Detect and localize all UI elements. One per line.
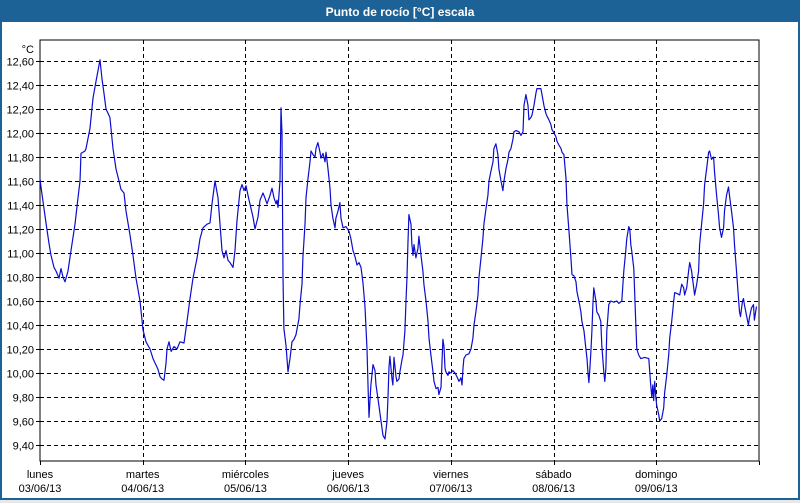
y-tick-label: 11,00 <box>7 249 34 261</box>
y-tick-label: 9,40 <box>13 441 34 453</box>
day-name-label: martes <box>126 469 160 481</box>
day-name-label: miércoles <box>222 469 270 481</box>
y-tick-label: 10,80 <box>6 273 34 285</box>
y-tick-label: 10,20 <box>6 345 34 357</box>
y-tick-label: 12,00 <box>6 129 34 141</box>
y-tick-label: 9,60 <box>13 417 34 429</box>
y-tick-label: 10,60 <box>6 297 34 309</box>
window-titlebar: Punto de rocío [°C] escala <box>2 2 798 22</box>
day-name-label: sábado <box>536 469 572 481</box>
y-tick-label: 9,80 <box>13 393 34 405</box>
dewpoint-chart: 12,60 12,40 12,20 12,00 11,80 11,60 11,40 11,20… <box>2 22 798 498</box>
day-date-label: 09/06/13 <box>635 483 678 495</box>
y-axis-labels: 12,60 12,40 12,20 12,00 11,80 11,60 11,40 11,20… <box>6 57 34 453</box>
day-name-label: viernes <box>433 469 469 481</box>
y-tick-label: 11,60 <box>7 177 34 189</box>
y-tick-label: 12,40 <box>6 81 34 93</box>
y-tick-label: 11,20 <box>7 225 34 237</box>
day-date-label: 04/06/13 <box>121 483 164 495</box>
y-tick-label: 11,40 <box>7 201 34 213</box>
y-axis-unit-label: °C <box>22 44 34 56</box>
y-tick-label: 12,20 <box>6 105 34 117</box>
day-date-label: 05/06/13 <box>224 483 267 495</box>
y-gridlines <box>40 61 759 446</box>
axis-ticks <box>36 61 760 465</box>
y-tick-label: 10,40 <box>6 321 34 333</box>
day-date-label: 07/06/13 <box>429 483 472 495</box>
plot-border <box>39 39 760 462</box>
dewpoint-series-line <box>39 59 758 440</box>
day-date-label: 03/06/13 <box>19 483 62 495</box>
y-tick-label: 10,00 <box>6 369 34 381</box>
chart-container: 12,60 12,40 12,20 12,00 11,80 11,60 11,40 11,20… <box>2 22 798 498</box>
day-name-label: lunes <box>27 469 54 481</box>
day-name-label: domingo <box>635 469 677 481</box>
day-date-label: 08/06/13 <box>532 483 575 495</box>
plot-background <box>2 22 798 498</box>
window-title: Punto de rocío [°C] escala <box>325 5 475 19</box>
y-tick-label: 11,80 <box>7 153 34 165</box>
x-axis-labels: lunes 03/06/13 martes 04/06/13 miércoles 05/0… <box>19 469 678 495</box>
x-gridlines <box>143 40 657 461</box>
day-date-label: 06/06/13 <box>327 483 370 495</box>
y-tick-label: 12,60 <box>6 57 34 69</box>
day-name-label: jueves <box>331 469 364 481</box>
